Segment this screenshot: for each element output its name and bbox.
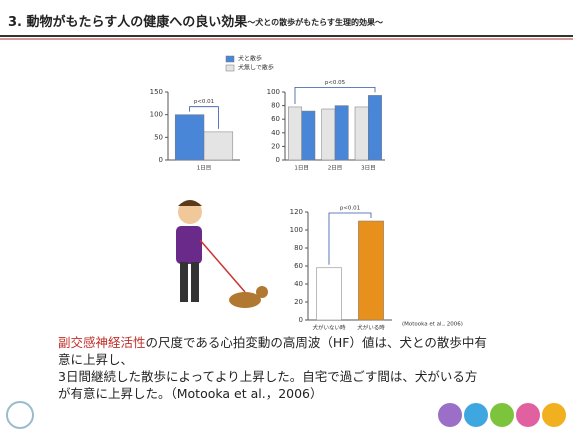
bar [358,220,384,321]
bar [368,95,382,161]
significance-bracket [328,212,372,265]
subtitle: ～犬との散歩がもたらす生理的効果～ [247,17,383,27]
bar [334,105,349,161]
body-text: 意に上昇し、 [58,352,134,367]
y-tick-label: 0 [299,316,303,324]
highlight: 副交感神経活性 [58,335,146,350]
x-tick-label: 犬がいない時 [312,324,346,332]
bar [174,114,205,161]
bar [316,267,342,321]
y-tick-label: 20 [271,142,280,150]
annotation: p<0.05 [325,80,346,86]
body-text: が有意に上昇した。（Motooka et al.，2006） [58,386,323,401]
slide-title: 3. 動物がもたらす人の健康への良い効果～犬との散歩がもたらす生理的効果～ [8,14,383,30]
bar [321,108,336,161]
y-tick-label: 60 [294,262,303,270]
legend-label: 犬無しで散歩 [238,64,274,72]
significance-bracket [189,106,219,129]
nav-icons [6,401,566,429]
x-tick-label: 犬がいる時 [357,324,385,332]
y-tick-label: 120 [290,208,303,216]
citation: (Motooka et al., 2006) [402,322,463,328]
y-tick-label: 60 [271,115,280,123]
bar [288,106,302,161]
significance-bracket [294,87,376,104]
title: 3. 動物がもたらす人の健康への良い効果 [8,14,247,30]
y-tick-label: 100 [267,88,280,96]
body-line: 副交感神経活性の尺度である心拍変動の高周波（HF）値は、犬との散歩中有 [58,332,487,351]
y-tick-label: 80 [271,102,280,110]
legend-label: 犬と散歩 [238,55,262,63]
body-text: の尺度である心拍変動の高周波（HF）値は、犬との散歩中有 [145,335,487,350]
legend-swatch [225,55,235,63]
x-tick-label: 2日目 [328,165,343,172]
y-tick-label: 0 [276,156,280,164]
bar [354,106,369,161]
y-tick-label: 20 [294,298,303,306]
x-tick-label: 1日目 [197,165,212,172]
y-tick-label: 0 [159,156,163,164]
y-tick-label: 40 [294,280,303,288]
body-text: 3日間継続した散歩によってより上昇した。自宅で過ごす間は、犬がいる方 [58,369,478,384]
y-tick-label: 50 [154,133,163,141]
x-tick-label: 3日目 [361,165,376,172]
bar [203,131,234,161]
x-tick-label: 1日目 [294,165,309,172]
y-tick-label: 80 [294,244,303,252]
y-tick-label: 100 [290,226,303,234]
y-tick-label: 150 [150,88,163,96]
bar [301,110,316,161]
annotation: p<0.01 [340,206,360,212]
y-tick-label: 40 [271,129,280,137]
annotation: p<0.01 [194,99,214,105]
legend-swatch [225,64,235,72]
y-tick-label: 100 [150,111,163,119]
walker-illustration [176,200,268,308]
